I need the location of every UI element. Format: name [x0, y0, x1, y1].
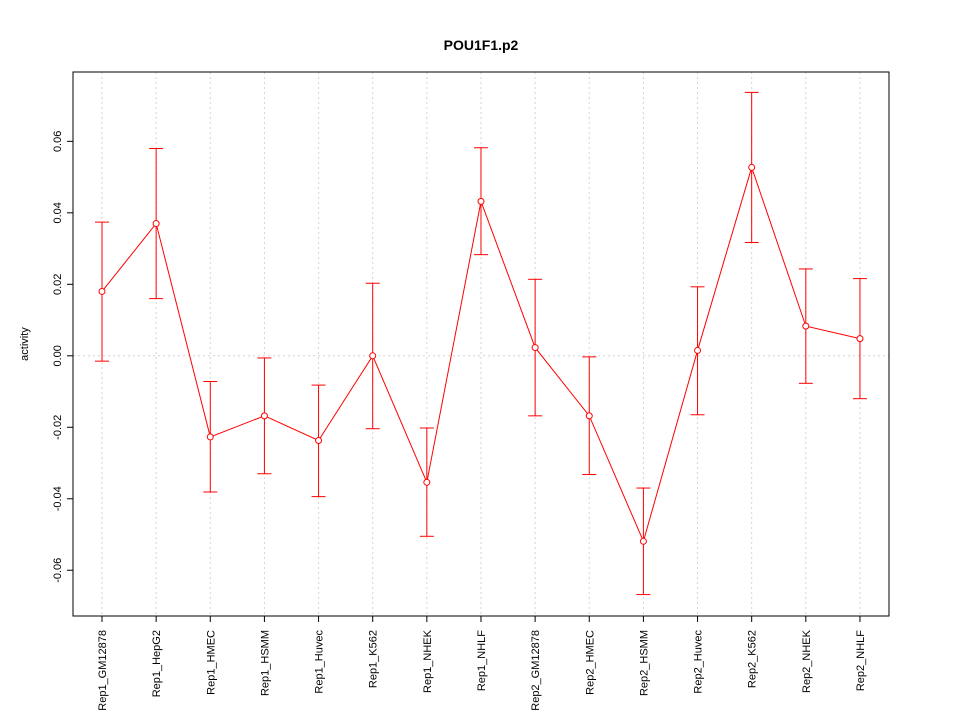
x-tick-label: Rep2_GM12878 — [530, 630, 542, 711]
x-tick-label: Rep1_Huvec — [314, 630, 326, 694]
y-tick-label: -0.04 — [52, 486, 64, 511]
x-tick-label: Rep2_NHLF — [855, 630, 867, 691]
x-tick-label: Rep1_K562 — [368, 630, 380, 688]
data-point — [748, 163, 756, 171]
data-point — [694, 346, 702, 354]
data-points — [98, 163, 864, 545]
data-point — [260, 412, 268, 420]
data-point — [152, 220, 160, 228]
data-point — [856, 335, 864, 343]
x-tick-label: Rep2_K562 — [747, 630, 759, 688]
y-tick-label: 0.06 — [52, 131, 64, 152]
chart-title: POU1F1.p2 — [444, 37, 519, 53]
x-tick-label: Rep1_GM12878 — [97, 630, 109, 711]
x-tick-label: Rep1_HMEC — [205, 630, 217, 695]
data-point — [477, 197, 485, 205]
y-axis: -0.06 -0.04 -0.02 0.00 0.02 0.04 0.06 — [52, 131, 73, 583]
data-point — [315, 437, 323, 445]
x-axis: Rep1_GM12878 Rep1_HepG2 Rep1_HMEC Rep1_HSMM… — [97, 616, 867, 711]
y-tick-label: -0.06 — [52, 558, 64, 583]
x-tick-label: Rep1_NHEK — [422, 629, 434, 693]
data-point — [423, 478, 431, 486]
data-point — [98, 287, 106, 295]
data-point — [639, 537, 647, 545]
x-tick-label: Rep2_HSMM — [638, 630, 650, 696]
x-tick-label: Rep1_HepG2 — [151, 630, 163, 697]
data-point — [369, 352, 377, 360]
x-tick-label: Rep1_HSMM — [259, 630, 271, 696]
y-tick-label: 0.00 — [52, 345, 64, 366]
x-tick-label: Rep2_NHEK — [801, 629, 813, 693]
x-tick-label: Rep2_Huvec — [693, 630, 705, 694]
x-tick-label: Rep1_NHLF — [476, 630, 488, 691]
y-tick-label: 0.02 — [52, 274, 64, 295]
y-tick-label: -0.02 — [52, 415, 64, 440]
data-point — [206, 433, 214, 441]
y-axis-label: activity — [19, 327, 31, 361]
x-tick-label: Rep2_HMEC — [584, 630, 596, 695]
data-point — [802, 322, 810, 330]
data-point — [585, 412, 593, 420]
y-tick-label: 0.04 — [52, 202, 64, 223]
data-point — [531, 344, 539, 352]
